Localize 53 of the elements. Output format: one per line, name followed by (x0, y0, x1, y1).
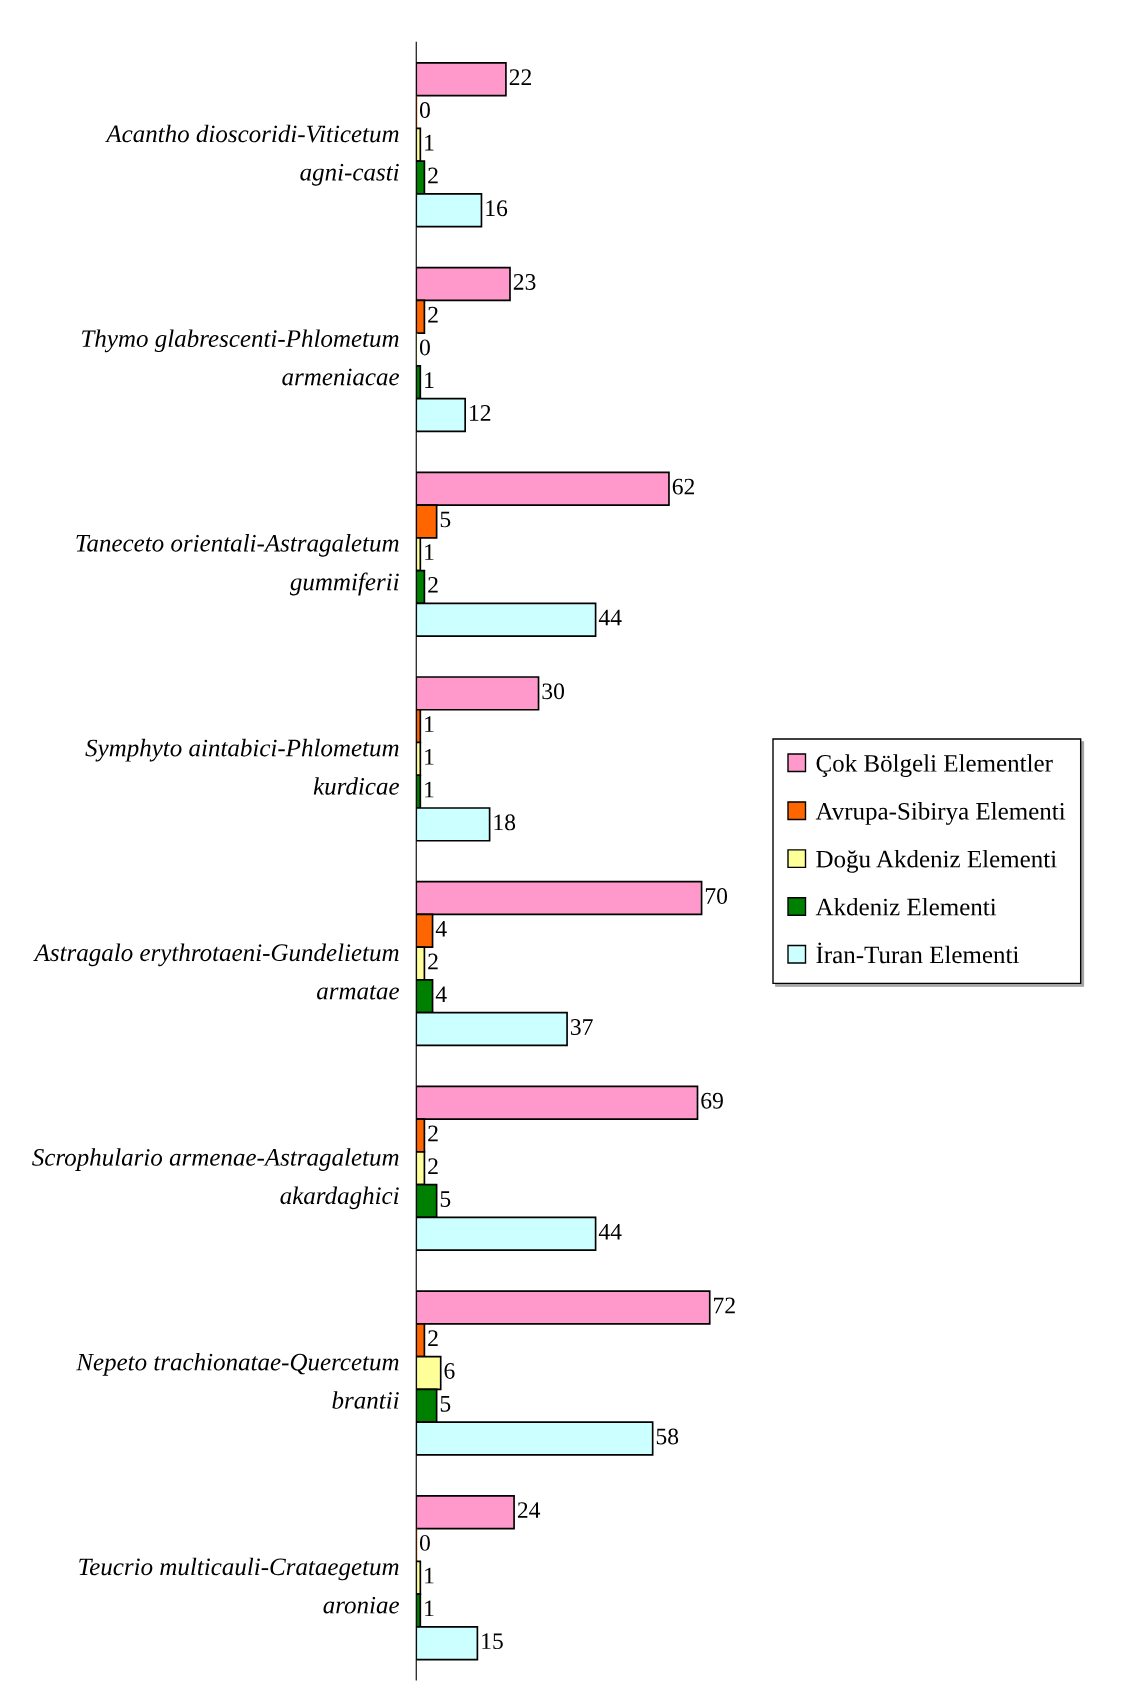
data-label: 2 (428, 306, 438, 323)
data-label: 15 (482, 1633, 503, 1650)
data-label: 1 (425, 748, 434, 765)
data-label: 23 (513, 274, 536, 290)
legend-label: Çok Bölgeli Elementler (816, 754, 1053, 777)
data-label: 2 (428, 1158, 438, 1174)
y-tick-label: Acantho dioscoridi-Viticetum agni-casti (104, 124, 399, 186)
data-label: 37 (570, 1019, 593, 1035)
data-label: 1 (425, 1600, 434, 1617)
y-tick-label: Thymo glabrescenti-Phlometum armeniacae (82, 329, 400, 386)
data-label: 5 (440, 1395, 451, 1412)
data-label: 16 (486, 200, 508, 217)
data-label: 62 (672, 478, 695, 495)
data-label: 0 (419, 339, 430, 356)
y-tick-label: Astragalo erythrotaeni-Gundelietum armatae (33, 943, 400, 1000)
data-label: 0 (419, 1534, 430, 1551)
legend-label: Doğu Akdeniz Elementi (816, 850, 1057, 873)
data-label: 1 (425, 716, 434, 732)
data-label: 58 (656, 1428, 679, 1445)
legend-label: İran-Turan Elementi (816, 942, 1019, 964)
data-label: 4 (435, 986, 447, 1003)
data-label: 6 (444, 1363, 455, 1379)
data-label: 2 (428, 953, 438, 970)
data-label: 1 (425, 781, 434, 798)
data-label: 2 (428, 167, 438, 184)
data-label: 1 (425, 134, 434, 151)
data-label: 24 (517, 1502, 541, 1518)
data-label: 1 (425, 372, 434, 388)
data-label: 69 (701, 1092, 723, 1109)
data-label: 70 (705, 888, 728, 904)
legend-label: Akdeniz Elementi (815, 897, 997, 916)
data-label: 72 (714, 1297, 735, 1314)
data-label: 2 (428, 576, 438, 593)
data-label: 44 (598, 609, 622, 626)
y-tick-label: Scrophulario armenae-Astragaletum akardaghici (32, 1148, 399, 1210)
data-label: 0 (419, 102, 430, 118)
data-label: 30 (542, 683, 565, 700)
legend-label: Avrupa-Sibirya Elementi (815, 802, 1066, 825)
data-label: 2 (428, 1125, 438, 1142)
data-label: 1 (425, 544, 434, 560)
data-label: 22 (509, 69, 532, 85)
y-tick-label: Teucrio multicauli-Crataegetum aroniae (79, 1557, 400, 1614)
data-label: 5 (440, 1191, 451, 1207)
data-label: 5 (440, 511, 451, 528)
data-label: 18 (494, 814, 516, 831)
y-tick-label: Taneceto orientali-Astragaletum gummiferii (76, 534, 399, 596)
y-tick-label: Symphyto aintabici-Phlometum kurdicae (85, 738, 400, 795)
data-label: 1 (425, 1567, 434, 1584)
data-label: 12 (470, 405, 491, 421)
y-tick-label: Nepeto trachionatae-Quercetum brantii (76, 1352, 399, 1409)
data-label: 4 (435, 920, 447, 937)
data-label: 44 (598, 1223, 622, 1240)
data-label: 2 (428, 1330, 438, 1346)
